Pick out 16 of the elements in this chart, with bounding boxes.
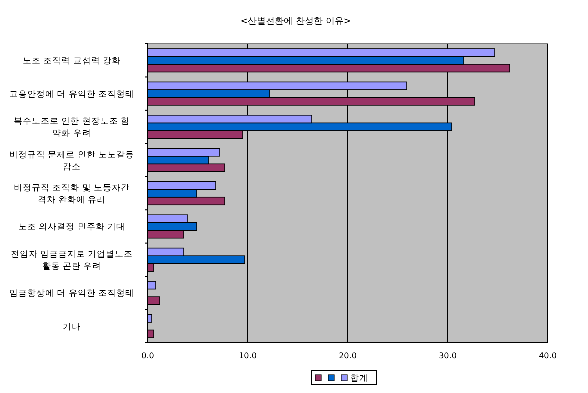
y-tick-label: 복수노조로 인한 현장노조 힘 약화 우려 — [14, 117, 130, 140]
x-tick-label: 0.0 — [142, 352, 154, 361]
x-tick-label: 30.0 — [439, 352, 457, 361]
y-tick-label: 노조 조직력 교섭력 강화 — [22, 56, 122, 67]
y-tick-label: 전임자 임금금지로 기업별노조 활동 곤란 우려 — [10, 250, 134, 272]
y-tick-label: 임금향상에 더 유익한 조직형태 — [9, 289, 135, 300]
y-tick-label: 고용안정에 더 유익한 조직형태 — [9, 90, 135, 100]
legend-label: 합계 — [350, 374, 368, 384]
y-tick-label: 기타 — [63, 322, 81, 332]
x-tick-label: 40.0 — [539, 352, 557, 361]
y-tick-label: 노조 의사결정 민주화 기대 — [18, 222, 126, 233]
x-tick-label: 20.0 — [339, 352, 357, 361]
y-tick-label: 비정규직 조직화 및 노동자간 격차 완화에 유리 — [14, 184, 130, 206]
chart-title: <산별전환에 찬성한 이유> — [240, 17, 352, 27]
x-tick-label: 10.0 — [239, 352, 257, 361]
y-tick-label: 비정규직 문제로 인한 노노갈등 감소 — [9, 150, 135, 172]
